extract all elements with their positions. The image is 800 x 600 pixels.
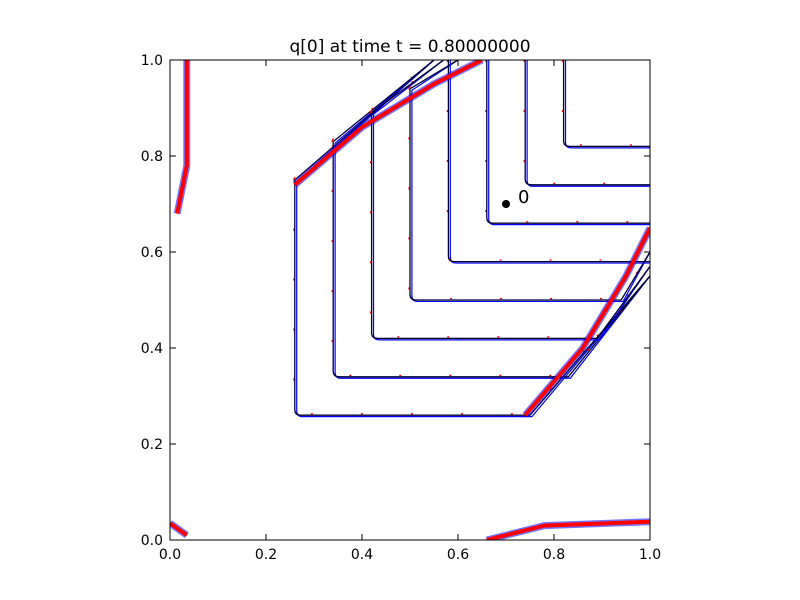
plot-area: 0 [170, 60, 650, 540]
y-tick-label: 0.8 [141, 149, 163, 165]
y-tick-label: 0.4 [141, 341, 163, 357]
x-tick-label: 1.0 [639, 547, 661, 563]
contour-line-5 [486, 60, 650, 224]
x-tick-label: 0.4 [351, 547, 373, 563]
y-tick-label: 0.0 [141, 533, 163, 549]
annotation-point [502, 200, 510, 208]
band-lower [523, 227, 650, 417]
y-tick-label: 0.6 [141, 245, 163, 261]
axes-frame [169, 59, 651, 541]
contour-line-4 [447, 60, 650, 263]
contour-line-2 [370, 60, 650, 340]
contour-line-1 [332, 60, 650, 378]
band-left-edge [175, 60, 189, 214]
y-tick-label: 0.2 [141, 437, 163, 453]
chart-title: q[0] at time t = 0.80000000 [289, 37, 530, 57]
x-tick-label: 0.2 [255, 547, 277, 563]
x-tick-label: 0.0 [159, 547, 181, 563]
contour-lines [170, 60, 650, 540]
y-tick-label: 1.0 [141, 53, 163, 69]
contour-line-6 [524, 60, 650, 186]
contour-line-7 [562, 60, 650, 148]
axes: 0.0 0.2 0.4 0.6 0.8 1.0 0.0 0.2 0.4 0.6 0.8 1.0 [141, 53, 661, 563]
band-upper [293, 60, 483, 187]
band-bottom-edge [486, 519, 650, 540]
x-tick-label: 0.6 [447, 547, 469, 563]
annotation-label: 0 [518, 187, 529, 208]
x-tick-label: 0.8 [543, 547, 565, 563]
band-corner [170, 521, 188, 537]
